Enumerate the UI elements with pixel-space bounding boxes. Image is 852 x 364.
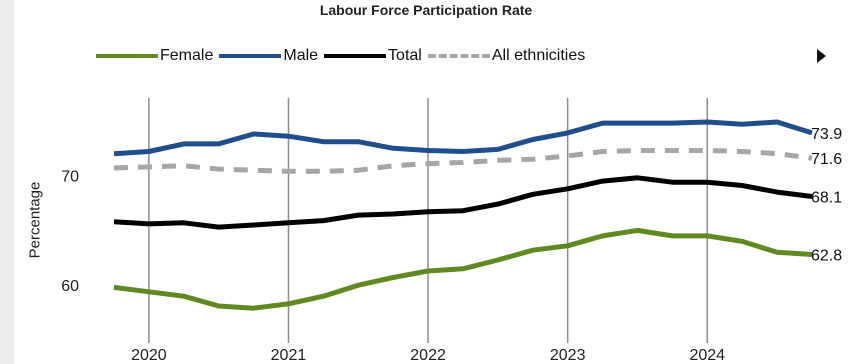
end-value-label-female: 62.8 [811, 248, 842, 265]
series-line-all-ethnicities [113, 148, 813, 174]
legend-label-total: Total [388, 47, 422, 64]
legend-swatch-female [96, 54, 158, 58]
end-value-label-total: 68.1 [811, 189, 842, 206]
legend-label-female: Female [160, 47, 214, 64]
legend-item-male[interactable]: Male [219, 47, 318, 65]
legend-label-all-ethnicities: All ethnicities [491, 47, 586, 64]
legend-swatch-male [219, 54, 282, 58]
x-tick-label-2022: 2022 [410, 347, 446, 364]
chart-legend: Female Male Total All ethnicities [96, 45, 591, 67]
legend-next-arrow-icon[interactable] [817, 49, 826, 63]
y-tick-label-70: 70 [61, 169, 79, 186]
legend-swatch-total [324, 54, 387, 58]
end-value-label-male: 73.9 [811, 126, 842, 143]
x-tick-label-2024: 2024 [689, 347, 725, 364]
end-value-label-all-ethnicities: 71.6 [811, 151, 842, 168]
chart-title: Labour Force Participation Rate [319, 2, 533, 18]
left-margin-strip [0, 0, 14, 364]
x-tick-label-2023: 2023 [550, 347, 586, 364]
x-tick-label-2021: 2021 [271, 347, 307, 364]
series-line-total [113, 175, 813, 230]
legend-swatch-all-ethnicities [427, 54, 490, 58]
x-tick-label-2020: 2020 [131, 347, 167, 364]
legend-label-male: Male [283, 47, 319, 64]
y-tick-label-60: 60 [61, 278, 79, 295]
series-line-male [113, 119, 813, 157]
legend-item-all-ethnicities[interactable]: All ethnicities [427, 47, 586, 65]
legend-item-female[interactable]: Female [96, 47, 213, 65]
series-line-female [113, 227, 813, 311]
legend-item-total[interactable]: Total [324, 47, 422, 65]
